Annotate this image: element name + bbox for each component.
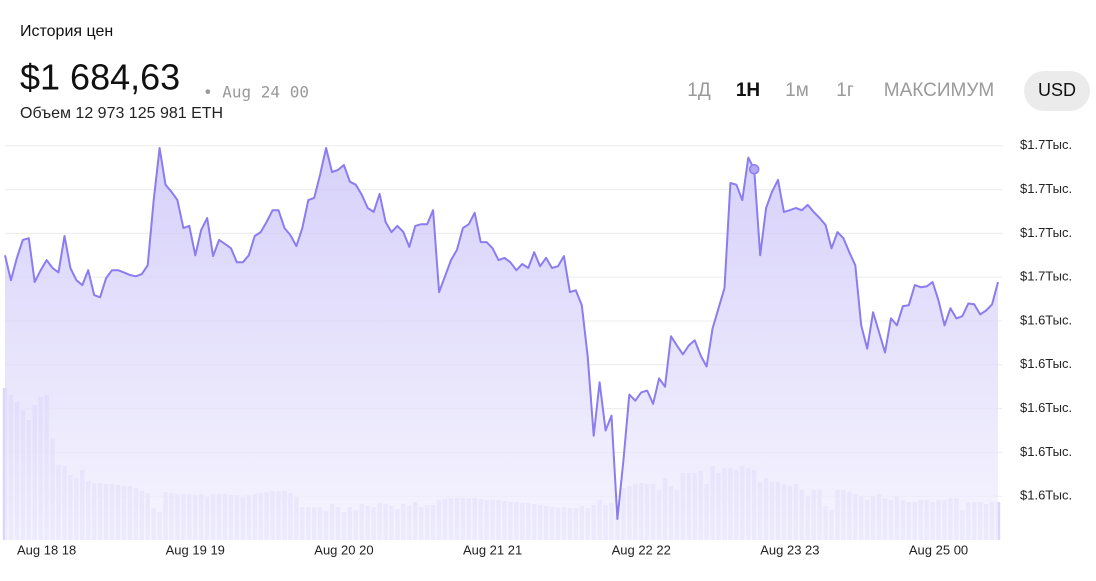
range-button[interactable]: 1Н	[736, 80, 760, 101]
price-area	[5, 148, 998, 540]
x-tick-label: Aug 25 00	[909, 542, 968, 557]
range-button[interactable]: 1м	[785, 80, 809, 101]
x-tick-label: Aug 21 21	[463, 542, 522, 557]
range-button[interactable]: 1г	[836, 80, 854, 101]
price-date: • Aug 24 00	[203, 83, 309, 102]
x-tick-label: Aug 20 20	[314, 542, 373, 557]
y-tick-label: $1.7Тыс.	[1020, 181, 1072, 196]
x-tick-label: Aug 19 19	[166, 542, 225, 557]
y-tick-label: $1.6Тыс.	[1020, 444, 1072, 459]
range-button[interactable]: МАКСИМУМ	[884, 80, 994, 101]
price-line	[4, 147, 999, 520]
y-tick-label: $1.6Тыс.	[1020, 488, 1072, 503]
y-tick-label: $1.6Тыс.	[1020, 400, 1072, 415]
title: История цен	[20, 23, 113, 40]
x-tick-label: Aug 23 23	[760, 542, 819, 557]
hover-marker	[748, 164, 760, 175]
y-tick-label: $1.6Тыс.	[1020, 356, 1072, 371]
y-tick-label: $1.7Тыс.	[1020, 225, 1072, 240]
price: $1 684,63	[20, 57, 180, 98]
volume-total: Объем 12 973 125 981 ETH	[20, 105, 223, 122]
currency-label[interactable]: USD	[1038, 80, 1076, 100]
y-tick-label: $1.7Тыс.	[1020, 137, 1072, 152]
y-tick-label: $1.7Тыс.	[1020, 269, 1072, 284]
x-tick-label: Aug 22 22	[612, 542, 671, 557]
y-tick-label: $1.6Тыс.	[1020, 312, 1072, 327]
x-tick-label: Aug 18 18	[17, 542, 76, 557]
range-button[interactable]: 1Д	[687, 80, 711, 101]
currency-pill[interactable]	[1024, 71, 1090, 111]
